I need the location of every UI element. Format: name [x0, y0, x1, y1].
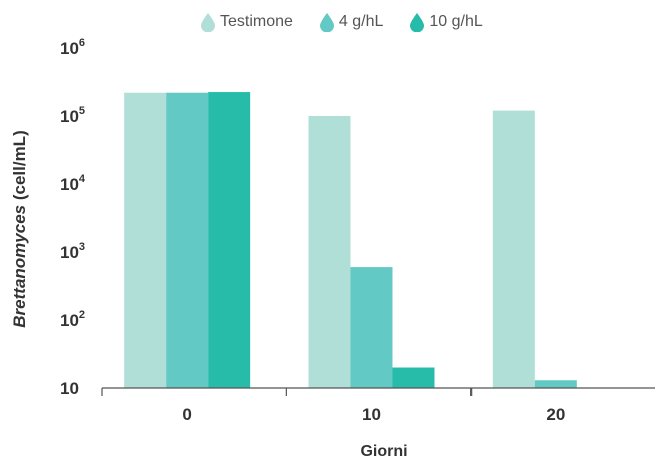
bar-4-g-hl-day-0: [166, 92, 209, 388]
y-tick-label: 102: [60, 309, 85, 330]
bar-10-g-hl-day-0: [208, 92, 251, 389]
y-tick-label: 10: [60, 379, 79, 398]
y-tick-label: 103: [60, 241, 85, 262]
legend-label-testimone: Testimone: [220, 13, 293, 30]
drop-icon: [410, 13, 425, 32]
legend-label-4ghl: 4 g/hL: [338, 13, 384, 30]
y-tick-label: 105: [60, 105, 85, 126]
x-tick-label: 0: [182, 405, 191, 424]
x-axis-label: Giorni: [360, 443, 408, 460]
legend: Testimone 4 g/hL 10 g/hL: [200, 12, 483, 32]
legend-item-10ghl: 10 g/hL: [409, 12, 483, 32]
legend-label-10ghl: 10 g/hL: [429, 13, 483, 30]
x-tick-label: 20: [546, 405, 565, 424]
bar-4-g-hl-day-10: [350, 267, 393, 388]
bar-testimone-day-10: [308, 116, 351, 388]
drop-icon: [319, 13, 334, 32]
drop-icon: [201, 13, 215, 32]
bar-10-g-hl-day-10: [392, 367, 435, 388]
legend-item-4ghl: 4 g/hL: [319, 12, 383, 32]
bar-4-g-hl-day-20: [534, 380, 577, 388]
bar-testimone-day-0: [124, 92, 167, 388]
x-tick-label: 10: [362, 405, 381, 424]
bar-testimone-day-20: [492, 110, 535, 389]
y-tick-label: 106: [60, 37, 85, 58]
y-tick-label: 104: [60, 173, 86, 194]
legend-item-testimone: Testimone: [200, 12, 293, 32]
